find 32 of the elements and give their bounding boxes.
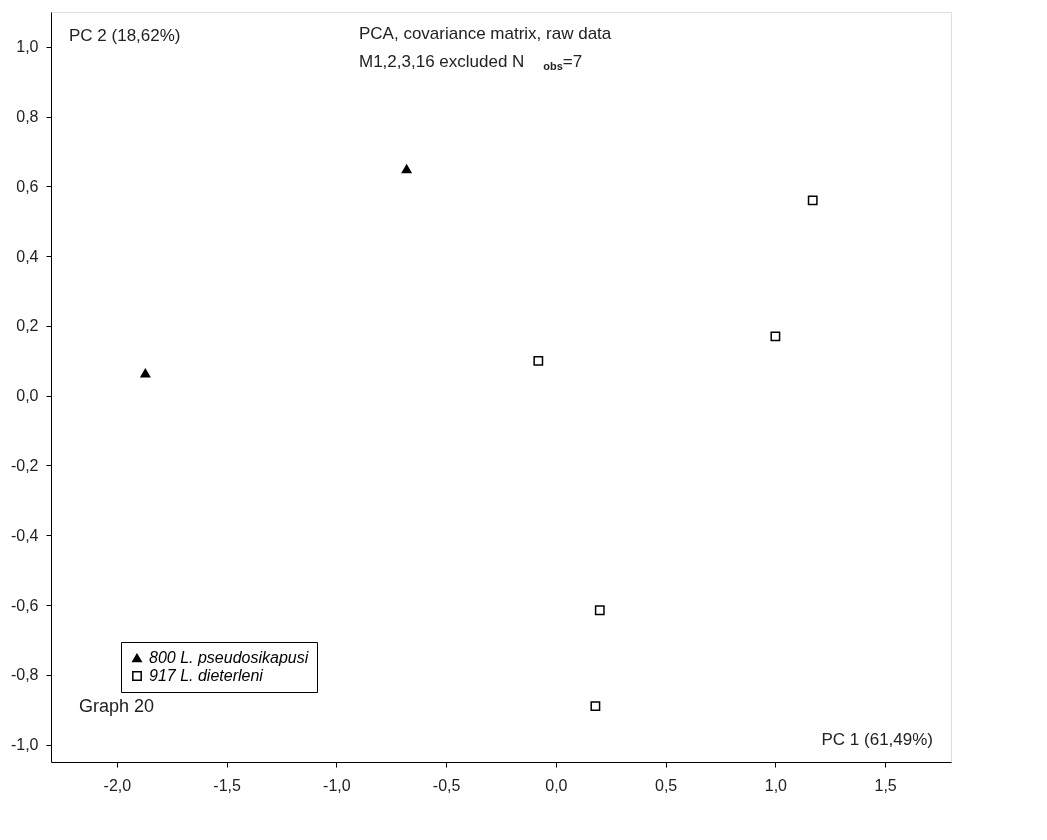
x-tick-label: -1,5 xyxy=(213,776,241,794)
y-tick-label: 0,6 xyxy=(16,177,39,195)
x-tick-label: -1,0 xyxy=(323,776,351,794)
x-tick-label: -2,0 xyxy=(103,776,132,794)
annotation: PCA, covariance matrix, raw data xyxy=(359,24,612,43)
y-tick-label: -0,4 xyxy=(10,526,39,544)
y-tick-label: -0,6 xyxy=(10,596,39,614)
x-tick-label: 0,5 xyxy=(655,776,678,794)
y-tick-label: 0,4 xyxy=(16,247,39,265)
y-tick-label: 0,8 xyxy=(16,108,39,126)
y-tick-label: -0,8 xyxy=(10,666,39,684)
annotation: Graph 20 xyxy=(79,696,155,716)
point xyxy=(807,195,818,206)
y-tick-label: -0,2 xyxy=(10,456,39,474)
point xyxy=(590,701,601,712)
x-axis-title: PC 1 (61,49%) xyxy=(821,730,933,749)
x-tick-label: 1,5 xyxy=(874,776,897,794)
point xyxy=(594,605,605,616)
x-tick-label: 1,0 xyxy=(764,776,788,794)
y-axis-title: PC 2 (18,62%) xyxy=(69,26,181,45)
y-tick-label: 0,0 xyxy=(16,387,39,405)
point xyxy=(401,164,412,174)
point xyxy=(140,368,151,378)
y-tick-label: 1,0 xyxy=(16,38,39,56)
x-tick-label: -0,5 xyxy=(432,776,461,794)
legend-label: 800 L. pseudosikapusi xyxy=(149,649,309,666)
point xyxy=(533,355,544,366)
x-tick-label: 0,0 xyxy=(545,776,568,794)
y-tick-label: 0,2 xyxy=(16,317,39,335)
point xyxy=(770,331,781,342)
legend-label: 917 L. dieterleni xyxy=(149,667,264,684)
y-tick-label: -1,0 xyxy=(10,736,39,754)
